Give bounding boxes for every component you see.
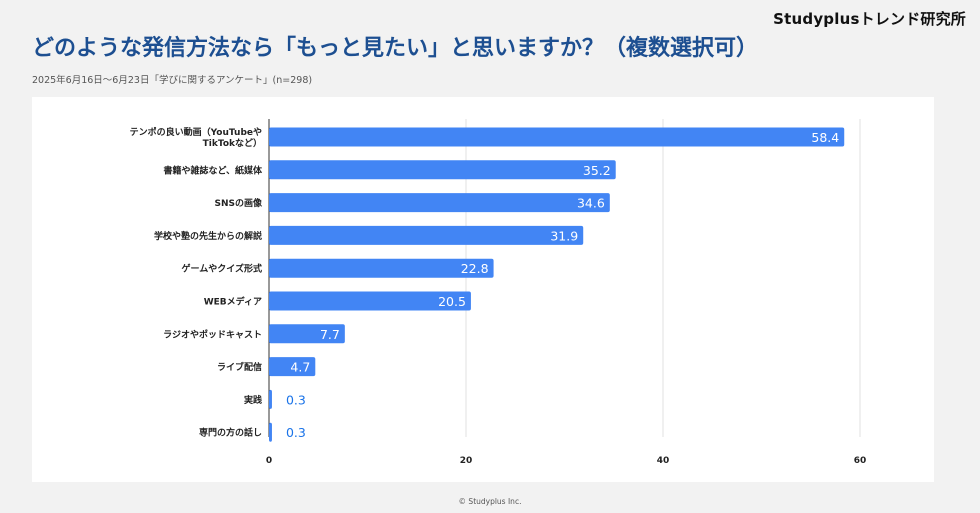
value-label: 22.8 [461, 261, 489, 276]
x-tick-label: 40 [657, 456, 670, 466]
bar-2 [269, 193, 610, 213]
bar-1 [269, 160, 616, 180]
footer-copyright: © Studyplus Inc. [458, 497, 522, 506]
survey-subtitle: 2025年6月16日〜6月23日「学びに関するアンケート」(n=298) [32, 75, 313, 86]
bar-6 [269, 324, 345, 344]
category-label: ゲームやクイズ形式 [182, 263, 262, 275]
value-label: 35.2 [583, 163, 611, 178]
bar-4 [269, 258, 494, 278]
category-label: 実践 [244, 394, 262, 406]
category-label: ライブ配信 [217, 361, 262, 373]
value-label: 0.3 [286, 425, 306, 440]
bar-0 [269, 127, 845, 147]
x-tick-label: 20 [460, 456, 473, 466]
category-label: SNSの画像 [215, 197, 263, 209]
x-tick-label: 60 [854, 456, 867, 466]
chart-panel: 0 20 40 60 58.4 テンポの良い動画（YouTubeや TikTokなど） 35.… [32, 97, 934, 482]
category-label: ラジオやポッドキャスト [163, 328, 262, 340]
page-title: どのような発信方法なら「もっと見たい」と思いますか？（複数選択可） [32, 36, 759, 61]
bar-3 [269, 225, 584, 245]
category-label: 学校や塾の先生からの解説 [154, 230, 262, 242]
value-label: 58.4 [811, 130, 839, 145]
bar-8 [269, 389, 272, 409]
bar-9 [269, 422, 272, 442]
category-label: 専門の方の話し [199, 427, 262, 439]
value-label: 34.6 [577, 196, 605, 211]
bar-5 [269, 291, 471, 311]
x-tick-label: 0 [266, 456, 272, 466]
category-label: 書籍や雑誌など、紙媒体 [163, 164, 263, 176]
value-label: 4.7 [290, 360, 310, 375]
category-label: TikTokなど） [203, 137, 262, 149]
value-label: 31.9 [550, 228, 578, 243]
value-label: 7.7 [320, 327, 340, 342]
category-label: テンポの良い動画（YouTubeや [130, 126, 262, 138]
brand-logo-text: Studyplusトレンド研究所 [773, 10, 966, 28]
category-label: WEBメディア [204, 296, 262, 308]
bar-7 [269, 357, 316, 377]
value-label: 20.5 [438, 294, 466, 309]
value-label: 0.3 [286, 392, 306, 407]
